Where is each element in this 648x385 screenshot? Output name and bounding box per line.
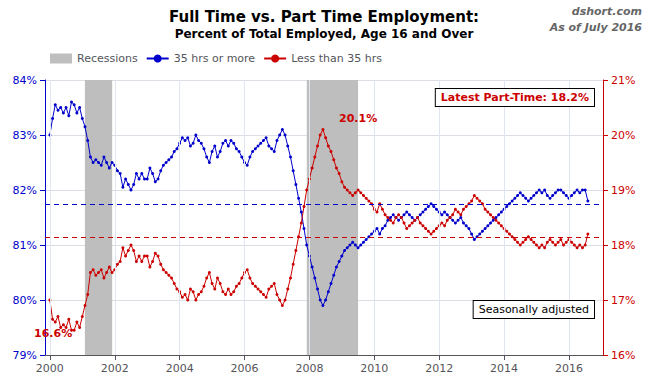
svg-text:20.1%: 20.1% bbox=[339, 112, 377, 125]
svg-text:83%: 83% bbox=[13, 129, 37, 142]
svg-text:82%: 82% bbox=[13, 184, 37, 197]
svg-text:20%: 20% bbox=[611, 129, 635, 142]
svg-text:Percent of Total Employed, Age: Percent of Total Employed, Age 16 and Ov… bbox=[175, 27, 474, 41]
svg-text:19%: 19% bbox=[611, 184, 635, 197]
svg-text:2000: 2000 bbox=[36, 362, 64, 375]
svg-text:2002: 2002 bbox=[101, 362, 129, 375]
svg-text:Recessions: Recessions bbox=[77, 52, 138, 65]
svg-text:Seasonally adjusted: Seasonally adjusted bbox=[479, 303, 589, 316]
svg-text:2004: 2004 bbox=[166, 362, 194, 375]
svg-text:As of July 2016: As of July 2016 bbox=[549, 21, 643, 34]
svg-text:2008: 2008 bbox=[295, 362, 323, 375]
svg-text:81%: 81% bbox=[13, 239, 37, 252]
svg-text:Latest Part-Time: 18.2%: Latest Part-Time: 18.2% bbox=[441, 91, 589, 104]
svg-text:21%: 21% bbox=[611, 74, 635, 87]
svg-text:17%: 17% bbox=[611, 294, 635, 307]
svg-text:79%: 79% bbox=[13, 349, 37, 362]
svg-text:16.6%: 16.6% bbox=[34, 327, 72, 340]
svg-text:84%: 84% bbox=[13, 74, 37, 87]
svg-text:80%: 80% bbox=[13, 294, 37, 307]
svg-text:2010: 2010 bbox=[360, 362, 388, 375]
svg-text:2016: 2016 bbox=[555, 362, 583, 375]
svg-text:35 hrs or more: 35 hrs or more bbox=[174, 52, 256, 65]
svg-text:18%: 18% bbox=[611, 239, 635, 252]
svg-text:Full Time vs. Part Time Employ: Full Time vs. Part Time Employment: bbox=[169, 8, 479, 26]
svg-text:16%: 16% bbox=[611, 349, 635, 362]
svg-text:Less than 35 hrs: Less than 35 hrs bbox=[291, 52, 382, 65]
svg-text:dshort.com: dshort.com bbox=[572, 5, 642, 18]
svg-text:2012: 2012 bbox=[425, 362, 453, 375]
svg-text:2014: 2014 bbox=[490, 362, 518, 375]
svg-text:2006: 2006 bbox=[231, 362, 259, 375]
